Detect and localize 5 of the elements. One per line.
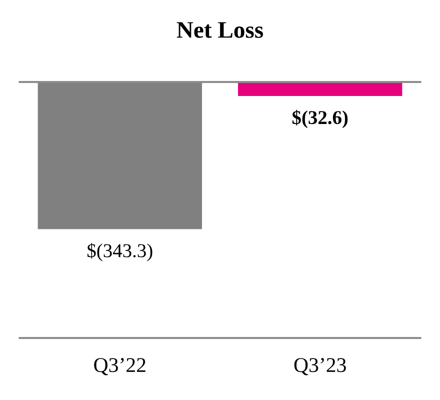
data-label: $(32.6) <box>292 110 348 128</box>
chart-title: Net Loss <box>176 22 264 38</box>
x-tick-label: Q3’23 <box>294 358 346 376</box>
x-tick-label: Q3’22 <box>94 358 146 376</box>
data-label: $(343.3) <box>88 243 152 262</box>
